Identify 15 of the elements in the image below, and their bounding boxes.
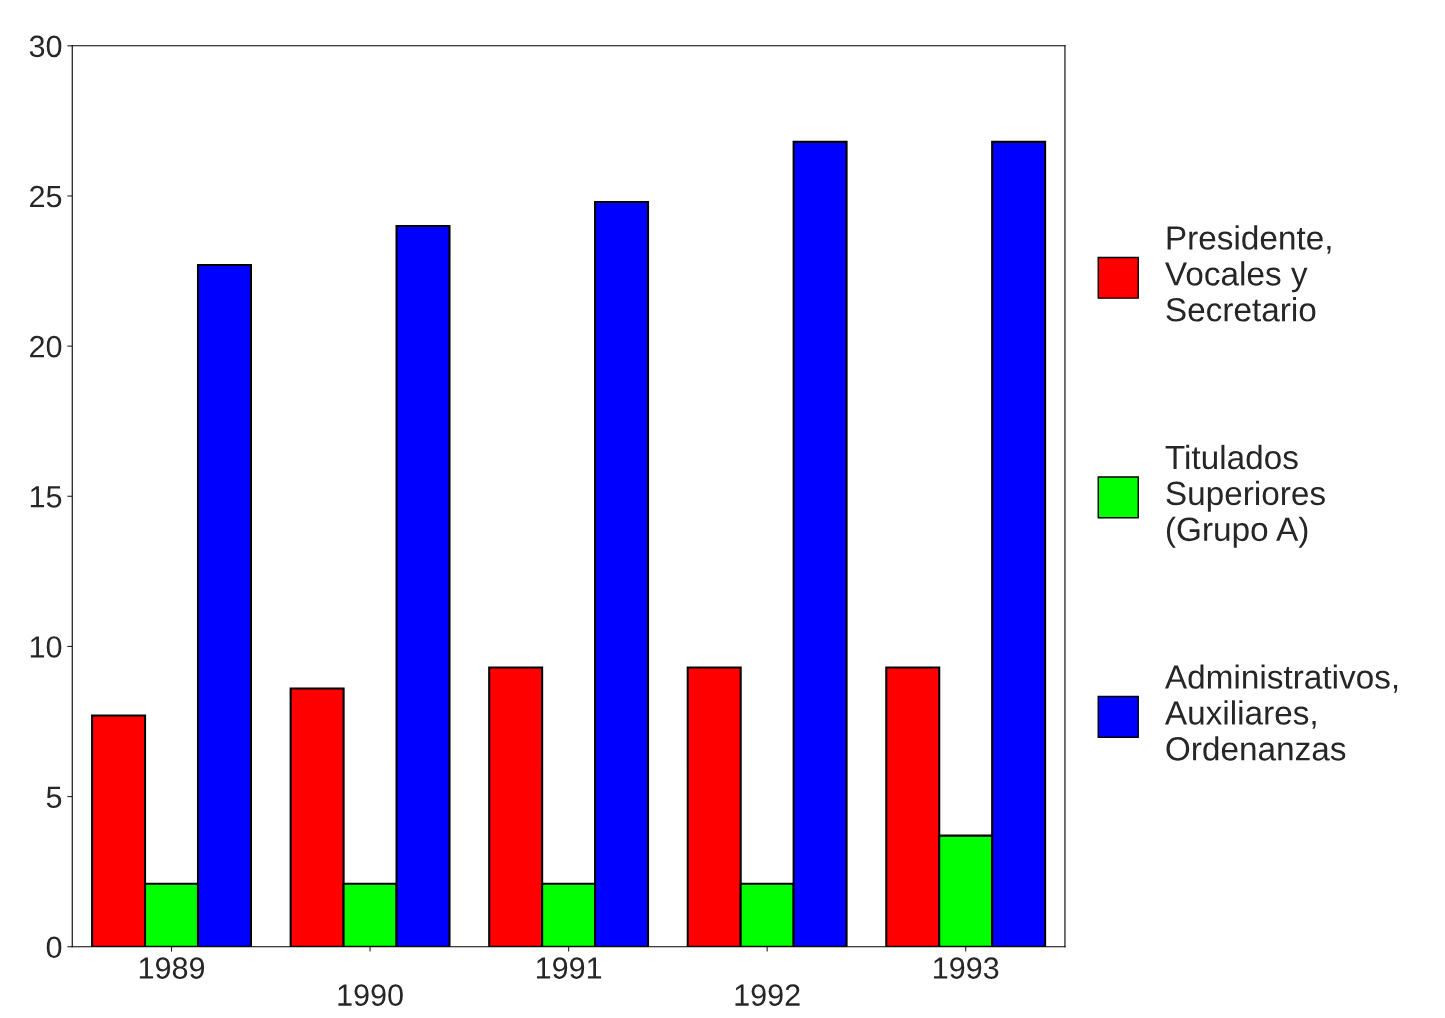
- legend-label: Administrativos, Auxiliares, Ordenanzas: [1164, 664, 1398, 761]
- y-tick-label: 0: [46, 936, 62, 959]
- x-tick-label: 1989: [139, 957, 205, 979]
- y-tick-label: 10: [30, 636, 62, 658]
- y-tick-label: 30: [29, 35, 62, 58]
- y-tick-label: 5: [46, 786, 62, 808]
- x-tick-label: 1990: [338, 984, 403, 1006]
- x-tick-label: 1991: [536, 957, 602, 979]
- legend-label: Titulados Superiores (Grupo A): [1165, 444, 1325, 548]
- y-tick-label: 20: [30, 335, 62, 358]
- y-tick-label: 15: [30, 486, 62, 508]
- legend-label: Presidente, Vocales y Secretario: [1165, 225, 1331, 322]
- x-tick-label: 1992: [735, 984, 800, 1006]
- y-tick-label: 25: [30, 185, 62, 208]
- x-tick-label: 1993: [934, 957, 999, 979]
